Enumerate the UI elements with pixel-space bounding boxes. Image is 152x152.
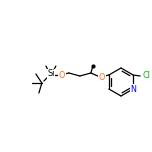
- Text: Si: Si: [47, 69, 55, 78]
- Text: N: N: [130, 85, 136, 93]
- Text: O: O: [99, 73, 105, 81]
- Text: O: O: [59, 71, 65, 79]
- Text: Cl: Cl: [142, 71, 150, 81]
